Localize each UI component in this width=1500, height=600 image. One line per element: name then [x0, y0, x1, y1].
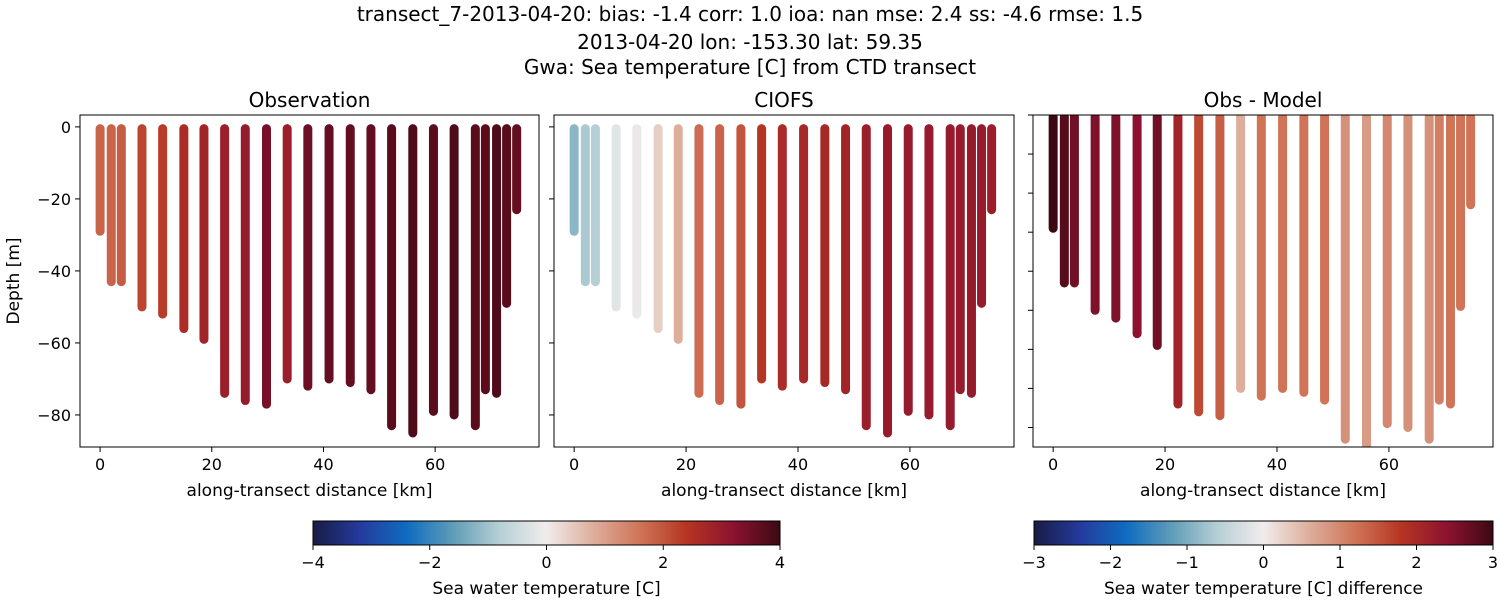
x-tick-label: 20 — [676, 455, 696, 474]
panel-title: CIOFS — [754, 88, 813, 112]
colorbar-tick-label: −3 — [1022, 553, 1046, 572]
colorbar-tick-label: 0 — [541, 553, 551, 572]
colorbar-gradient — [1033, 520, 1494, 546]
y-tick-label: −60 — [37, 334, 71, 353]
colorbar-tick-label: 2 — [658, 553, 668, 572]
x-tick-label: 0 — [569, 455, 579, 474]
x-axis-label: along-transect distance [km] — [661, 481, 907, 501]
x-tick-label: 60 — [425, 455, 445, 474]
colorbar-tick-label: 3 — [1488, 553, 1498, 572]
colorbar-tick-label: −1 — [1175, 553, 1199, 572]
x-tick-label: 40 — [313, 455, 333, 474]
y-axis-label: Depth [m] — [4, 237, 24, 324]
colorbar-label: Sea water temperature [C] — [432, 579, 660, 599]
figure-title-line-1: transect_7-2013-04-20: bias: -1.4 corr: … — [356, 2, 1144, 26]
axes-frame — [1032, 114, 1494, 448]
colorbar-tick-label: 2 — [1411, 553, 1421, 572]
axes-frame — [553, 114, 1015, 448]
panel-title: Observation — [249, 88, 371, 112]
y-tick-label: −80 — [37, 406, 71, 425]
panel-title: Obs - Model — [1204, 88, 1323, 112]
x-axis-label: along-transect distance [km] — [1140, 481, 1386, 501]
y-tick-label: −40 — [37, 262, 71, 281]
colorbar-label: Sea water temperature [C] difference — [1104, 579, 1423, 599]
colorbar-1: −4 −2 0 2 4 Sea water temperature [C] — [301, 520, 785, 599]
figure-title-line-2: 2013-04-20 lon: -153.30 lat: 59.35 — [577, 30, 923, 54]
panel-1: 0 20 40 60 along-transect distance [km] Obser… — [4, 88, 540, 501]
panel-2: 0 20 40 60 along-transect distance [km] CIOFS — [549, 88, 1015, 501]
y-tick-label: −20 — [37, 190, 71, 209]
x-tick-label: 40 — [788, 455, 808, 474]
colorbar-tick-label: 1 — [1335, 553, 1345, 572]
x-tick-label: 60 — [900, 455, 920, 474]
colorbar-tick-label: 4 — [775, 553, 785, 572]
x-tick-label: 20 — [1155, 455, 1175, 474]
y-tick-label: 0 — [61, 118, 71, 137]
colorbar-tick-label: 0 — [1258, 553, 1268, 572]
x-tick-label: 0 — [95, 455, 105, 474]
colorbar-tick-label: −2 — [418, 553, 442, 572]
x-tick-label: 0 — [1048, 455, 1058, 474]
stations — [95, 124, 522, 438]
colorbar-2: −3 −2 −1 0 1 2 3 Sea water temperature [C] diff… — [1022, 520, 1498, 599]
figure-title-line-3: Gwa: Sea temperature [C] from CTD transe… — [523, 55, 977, 79]
axes-frame — [79, 114, 540, 448]
stations — [569, 124, 997, 438]
stations — [1048, 115, 1476, 447]
x-tick-label: 40 — [1267, 455, 1287, 474]
x-axis-label: along-transect distance [km] — [187, 481, 433, 501]
colorbar-tick-label: −2 — [1099, 553, 1123, 572]
panel-3: 0 20 40 60 along-transect distance [km] Obs -… — [1028, 88, 1494, 501]
x-tick-label: 60 — [1379, 455, 1399, 474]
colorbar-gradient — [312, 520, 781, 546]
colorbar-tick-label: −4 — [301, 553, 325, 572]
x-tick-label: 20 — [202, 455, 222, 474]
